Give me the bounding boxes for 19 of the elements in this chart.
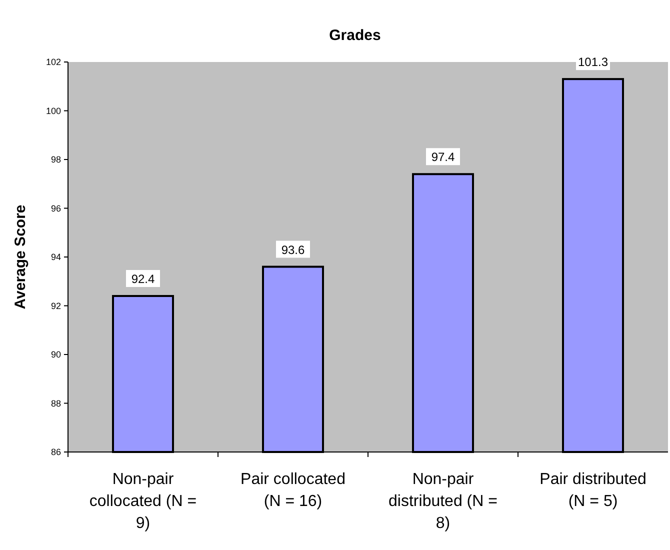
y-tick-label: 96 xyxy=(50,203,61,214)
y-axis-title: Average Score xyxy=(12,204,29,310)
data-label: 93.6 xyxy=(281,242,305,257)
y-tick-label: 86 xyxy=(50,447,61,458)
y-tick-label: 98 xyxy=(50,154,61,165)
x-tick-label: Non-pair collocated (N = 9) xyxy=(89,471,197,532)
y-tick-label: 94 xyxy=(50,252,61,262)
y-tick-label: 102 xyxy=(46,57,61,68)
x-tick-label: Pair distributed (N = 5) xyxy=(540,471,646,510)
y-tick-label: 100 xyxy=(46,106,61,116)
y-tick-label: 88 xyxy=(50,398,61,408)
data-label: 92.4 xyxy=(131,272,155,286)
data-label: 101.3 xyxy=(578,55,608,70)
y-tick-label: 90 xyxy=(50,350,61,360)
x-tick-label: Pair collocated (N = 16) xyxy=(240,471,346,510)
x-tick-label: Non-pair distributed (N = 8) xyxy=(388,471,498,532)
y-tick-label: 92 xyxy=(50,300,61,311)
chart-title: Grades xyxy=(329,27,381,44)
data-label: 97.4 xyxy=(431,150,455,164)
